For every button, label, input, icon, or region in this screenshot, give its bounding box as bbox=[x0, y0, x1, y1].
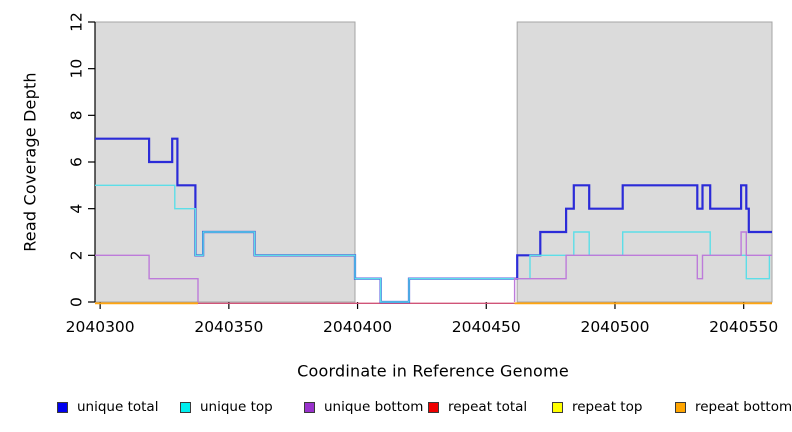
legend-item-unique-total: unique total bbox=[57, 399, 159, 415]
y-tick-label: 8 bbox=[68, 110, 86, 120]
legend-item-unique-top: unique top bbox=[180, 399, 273, 415]
x-tick-label: 2040550 bbox=[709, 318, 778, 336]
legend-swatch bbox=[180, 401, 191, 413]
y-tick-label: 0 bbox=[68, 297, 86, 307]
y-tick-label: 10 bbox=[68, 59, 86, 79]
legend-swatch bbox=[428, 401, 439, 413]
legend-item-unique-bottom: unique bottom bbox=[304, 399, 424, 415]
series-unique-bottom bbox=[95, 254, 199, 302]
series-unique-bottom bbox=[513, 231, 772, 302]
x-tick-label: 2040300 bbox=[66, 318, 135, 336]
x-tick-label: 2040500 bbox=[580, 318, 649, 336]
legend-swatch bbox=[57, 401, 68, 413]
legend-item-repeat-top: repeat top bbox=[552, 399, 643, 415]
shaded-region bbox=[94, 21, 356, 303]
shaded-region bbox=[516, 21, 773, 303]
x-axis-title: Coordinate in Reference Genome bbox=[297, 361, 569, 381]
series-unique-total bbox=[95, 137, 772, 304]
legend-swatch bbox=[675, 401, 686, 413]
legend-label: unique top bbox=[200, 399, 273, 415]
y-tick-label: 4 bbox=[68, 204, 86, 214]
legend-item-repeat-total: repeat total bbox=[428, 399, 528, 415]
legend-item-repeat-bottom: repeat bottom bbox=[675, 399, 792, 415]
y-tick-label: 2 bbox=[68, 250, 86, 260]
legend-label: repeat bottom bbox=[695, 399, 792, 415]
x-tick-label: 2040400 bbox=[323, 318, 392, 336]
legend-label: repeat total bbox=[448, 399, 528, 415]
y-tick-label: 12 bbox=[68, 12, 86, 32]
y-tick-label: 6 bbox=[68, 157, 86, 167]
legend-label: unique bottom bbox=[324, 399, 424, 415]
legend-label: repeat top bbox=[572, 399, 643, 415]
y-axis-title: Read Coverage Depth bbox=[20, 72, 40, 252]
x-tick-label: 2040450 bbox=[452, 318, 521, 336]
legend-label: unique total bbox=[77, 399, 159, 415]
legend-swatch bbox=[304, 401, 315, 413]
x-tick-label: 2040350 bbox=[194, 318, 263, 336]
legend-swatch bbox=[552, 401, 563, 413]
